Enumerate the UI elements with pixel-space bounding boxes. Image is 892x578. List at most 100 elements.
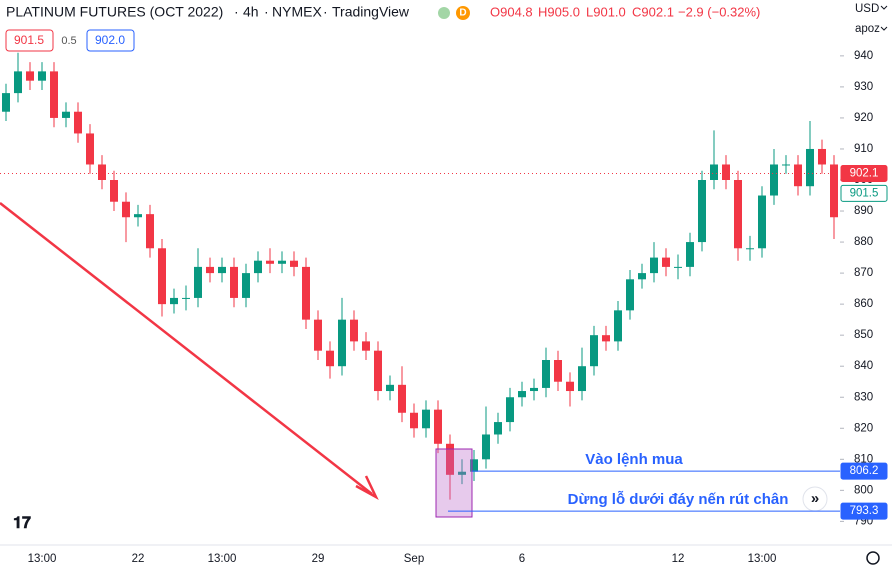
highlight-box — [435, 448, 473, 518]
candle-body — [14, 71, 22, 94]
candle-body — [158, 248, 166, 305]
flag — [456, 6, 470, 20]
candle-body — [278, 260, 286, 264]
candle-body — [230, 266, 238, 298]
candle-body — [662, 257, 670, 267]
candle-body — [482, 434, 490, 460]
price-label: 806.2 — [850, 465, 879, 477]
dropdown[interactable] — [880, 5, 888, 31]
settings[interactable] — [866, 551, 880, 565]
ohlc-value: O904.8 — [490, 4, 533, 19]
exchange: NYMEX — [272, 4, 322, 20]
candle-body — [362, 341, 370, 351]
y-tick-label: 840 — [854, 360, 873, 372]
trend-arrow — [0, 202, 373, 495]
ohlc: O904.8 H905.0 L901.0 C902.1 −2.9 (−0.32%) — [490, 4, 760, 19]
candle-body — [806, 148, 814, 187]
y-tick-label: 830 — [854, 391, 873, 403]
candle-body — [86, 133, 94, 165]
candle-body — [566, 381, 574, 392]
candle-body — [50, 71, 58, 118]
arrow-head — [355, 475, 379, 500]
candle-body — [170, 297, 178, 305]
interval: 4h — [243, 4, 259, 20]
currency: USD — [855, 3, 879, 15]
candle-body — [782, 164, 790, 166]
x-tick-label: 22 — [132, 553, 145, 565]
candle-body — [434, 409, 442, 444]
candle-body — [422, 409, 430, 429]
candle-body — [134, 214, 142, 218]
ohlc-value: L901.0 — [586, 4, 626, 19]
ohlc-value: −2.9 (−0.32%) — [678, 4, 760, 19]
candle-body — [494, 422, 502, 435]
candle-body — [74, 111, 82, 134]
price-label: 793.3 — [850, 505, 879, 517]
x-tick-label: 13:00 — [28, 553, 57, 565]
price-label: 901.5 — [850, 187, 879, 199]
price-label-box — [840, 184, 888, 202]
y-tick-label: 920 — [854, 112, 873, 124]
candle-body — [410, 412, 418, 429]
x-tick-label: Sep — [404, 553, 424, 565]
candle-body — [314, 319, 322, 351]
candle-body — [746, 248, 754, 250]
candle-body — [794, 164, 802, 187]
x-tick-label: 12 — [672, 553, 685, 565]
annotation: Vào lệnh mua — [585, 451, 683, 468]
buy-box[interactable] — [86, 29, 135, 52]
buy-price: 902.0 — [95, 33, 125, 47]
sell-box[interactable] — [5, 29, 54, 52]
candle-body — [590, 335, 598, 367]
candle-body — [290, 260, 298, 267]
y-tick-label: 870 — [854, 267, 873, 279]
candle-body — [506, 397, 514, 423]
candle-body — [770, 164, 778, 196]
plot — [2, 52, 838, 500]
candle-body — [338, 319, 346, 367]
scroll-icon: » — [811, 490, 819, 507]
candle-body — [98, 164, 106, 180]
candle-body — [242, 273, 250, 298]
y-tick-label: 860 — [854, 298, 873, 310]
candle-body — [2, 93, 10, 112]
price-label: 902.1 — [850, 168, 879, 180]
y-tick-label: 810 — [854, 453, 873, 465]
y-tick-label: 930 — [854, 81, 873, 93]
candle-body — [110, 180, 118, 202]
source: TradingView — [332, 4, 410, 20]
price-axis — [840, 0, 892, 578]
candle-body — [626, 279, 634, 311]
candle-body — [542, 360, 550, 388]
y-tick-label: 820 — [854, 422, 873, 434]
annotation: Dừng lỗ dưới đáy nến rút chân — [568, 491, 789, 508]
candle-body — [758, 195, 766, 249]
sell-price: 901.5 — [14, 33, 44, 47]
candle-body — [350, 319, 358, 342]
y-tick-label: 880 — [854, 236, 873, 248]
candle-body — [218, 266, 226, 274]
scale-mode: apoz — [855, 23, 880, 35]
x-tick-label: 13:00 — [208, 553, 237, 565]
symbol: PLATINUM FUTURES (OCT 2022) — [6, 4, 223, 20]
candle-body — [302, 266, 310, 320]
candle-body — [530, 387, 538, 392]
candle-body — [710, 164, 718, 180]
y-tick-label: 940 — [854, 50, 873, 62]
sep: · — [234, 4, 239, 20]
candle-body — [194, 266, 202, 298]
ohlc-value: H905.0 — [538, 4, 580, 19]
price-label-box — [840, 502, 888, 520]
x-tick-label: 6 — [519, 553, 525, 565]
candle-body — [722, 164, 730, 180]
candle-body — [554, 360, 562, 382]
status-dot — [438, 7, 450, 19]
candle-body — [182, 297, 190, 299]
candle-body — [602, 335, 610, 342]
candle-body — [614, 310, 622, 342]
y-tick-label: 910 — [854, 143, 873, 155]
y-tick-label: 850 — [854, 329, 873, 341]
x-tick-label: 29 — [312, 553, 325, 565]
candle-body — [446, 443, 454, 475]
